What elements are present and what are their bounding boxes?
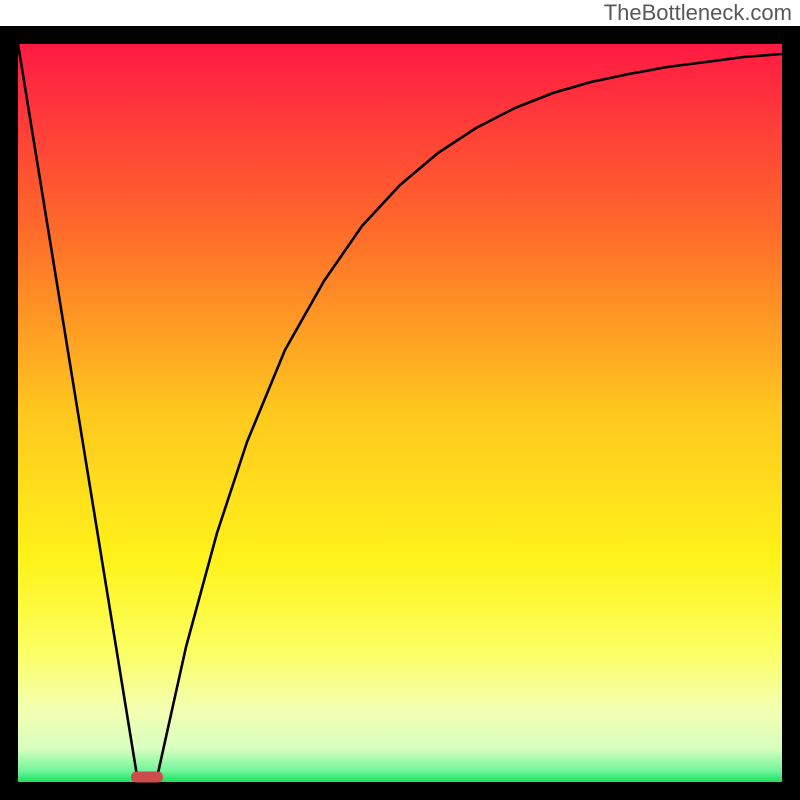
chart-svg xyxy=(0,0,800,800)
plot-background xyxy=(18,44,782,782)
valley-marker xyxy=(131,772,163,783)
chart-container: TheBottleneck.com xyxy=(0,0,800,800)
watermark-text: TheBottleneck.com xyxy=(604,0,792,26)
